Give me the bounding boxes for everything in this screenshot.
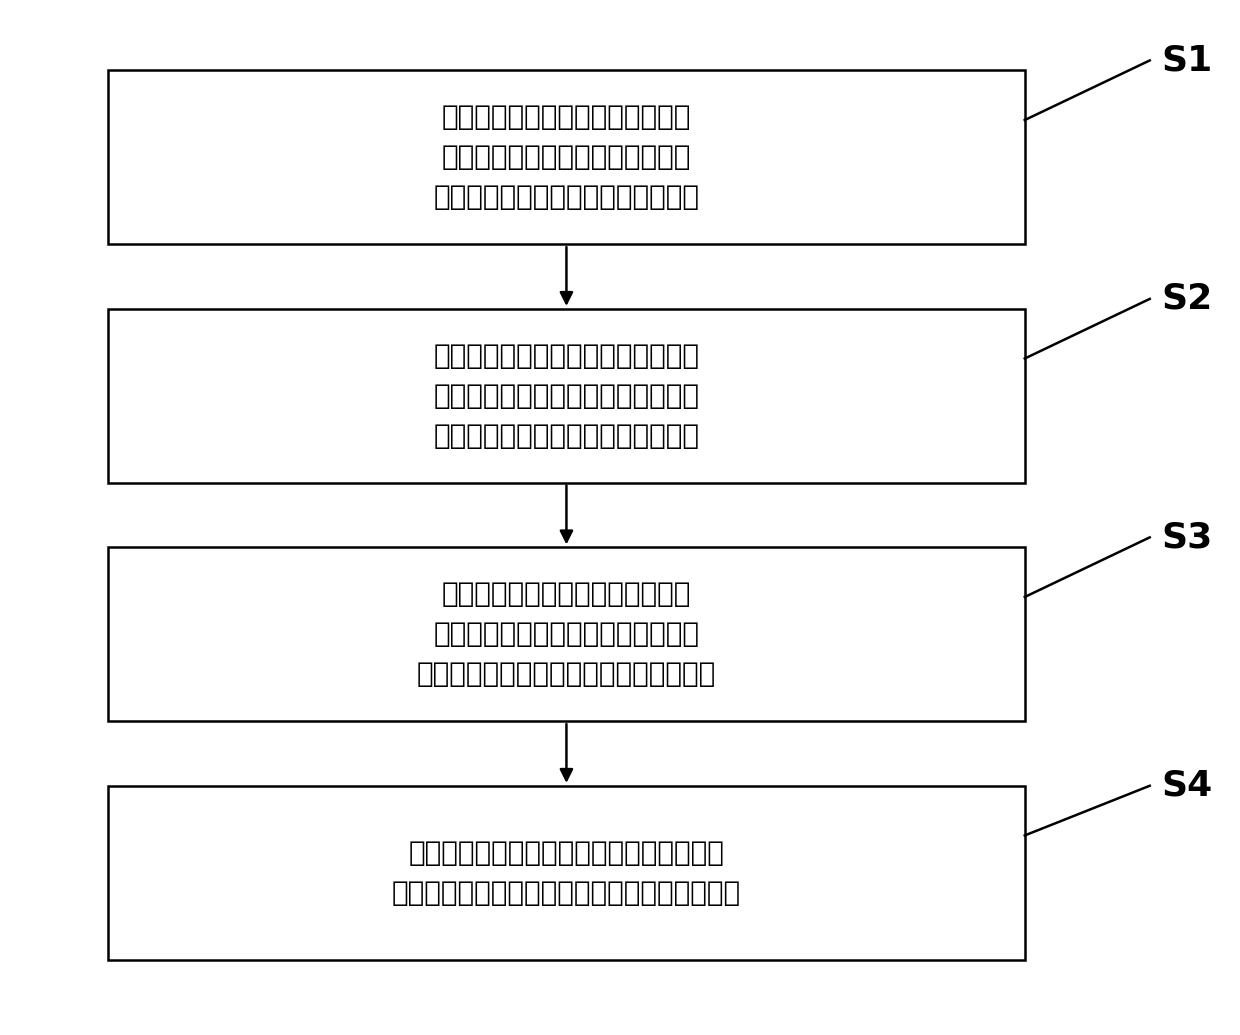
- Text: 获取旋转变压器励磁信号、电机轴
上的旋转变压器输出的正弦调制信
号及余弦调制信号、及预设解调信号: 获取旋转变压器励磁信号、电机轴 上的旋转变压器输出的正弦调制信 号及余弦调制信号…: [434, 104, 699, 211]
- Text: S4: S4: [1162, 769, 1213, 803]
- Bar: [108, 548, 1024, 721]
- Text: 利用解调信号，对正弦调制信号及
余弦调制信号进行相敏解调处理，生
成正弦低频包络信号及余弦低频包络信号: 利用解调信号，对正弦调制信号及 余弦调制信号进行相敏解调处理，生 成正弦低频包络…: [417, 581, 715, 688]
- Bar: [108, 308, 1024, 482]
- Text: S3: S3: [1162, 521, 1213, 555]
- Text: S1: S1: [1162, 43, 1213, 78]
- Text: S2: S2: [1162, 282, 1213, 316]
- Bar: [108, 70, 1024, 244]
- Text: 根据旋转变压器励磁信号、正弦调制
信号及余弦调制信号，对预设解调信
号进行相位补偿处理，生成解调信号: 根据旋转变压器励磁信号、正弦调制 信号及余弦调制信号，对预设解调信 号进行相位补…: [434, 342, 699, 450]
- Bar: [108, 786, 1024, 959]
- Text: 利用锁相环对正弦低频包络信号及余弦低频
包络信号进行解码处理，生成电机转子解码角度: 利用锁相环对正弦低频包络信号及余弦低频 包络信号进行解码处理，生成电机转子解码角…: [392, 838, 742, 907]
